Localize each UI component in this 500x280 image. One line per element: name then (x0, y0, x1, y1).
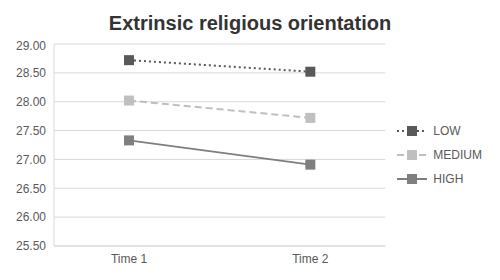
svg-text:25.50: 25.50 (16, 239, 46, 253)
html-text:LOW: LOW (433, 124, 461, 138)
svg-text:26.00: 26.00 (16, 210, 46, 224)
svg-text:29.00: 29.00 (16, 39, 46, 53)
svg-text:27.50: 27.50 (16, 124, 46, 138)
html-text:MEDIUM: MEDIUM (433, 148, 482, 162)
svg-text:28.00: 28.00 (16, 95, 46, 109)
svg-text:28.50: 28.50 (16, 66, 46, 80)
svg-text:27.00: 27.00 (16, 153, 46, 167)
svg-text:Time 1: Time 1 (111, 252, 148, 266)
html-text:HIGH: HIGH (433, 172, 464, 186)
svg-text:26.50: 26.50 (16, 182, 46, 196)
svg-text:Time 2: Time 2 (292, 252, 329, 266)
html-text:Extrinsic religious orientatio: Extrinsic religious orientation (108, 12, 392, 34)
